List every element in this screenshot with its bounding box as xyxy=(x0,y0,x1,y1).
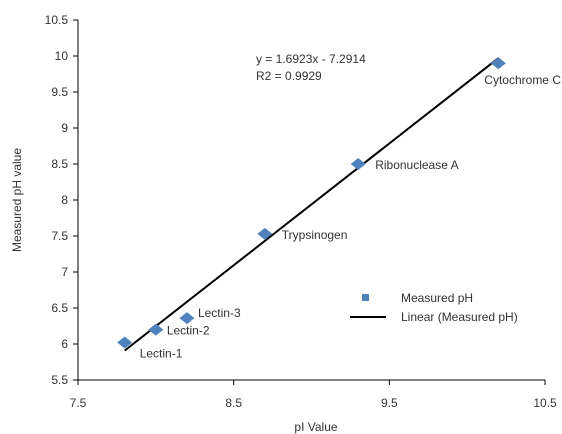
x-axis-ticks: 7.5 8.5 9.5 10.5 xyxy=(70,380,557,410)
y-tick-label-4: 7.5 xyxy=(51,229,68,243)
point-label-lectin-2: Lectin-2 xyxy=(167,324,210,338)
y-tick-label-9: 10 xyxy=(55,49,69,63)
y-tick-label-7: 9 xyxy=(61,121,68,135)
y-axis-title: Measured pH value xyxy=(10,148,24,252)
y-tick-label-5: 8 xyxy=(61,193,68,207)
equation-text: y = 1.6923x - 7.2914 xyxy=(256,52,366,66)
y-axis-ticks: 5.5 6 6.5 7 7.5 8 8.5 9 9.5 10 10.5 xyxy=(45,13,78,387)
point-label-lectin-3: Lectin-3 xyxy=(198,306,241,320)
data-point-lectin-2 xyxy=(148,323,164,336)
legend-label-measured-ph: Measured pH xyxy=(401,291,473,305)
y-tick-label-0: 5.5 xyxy=(51,373,68,387)
r2-text: R2 = 0.9929 xyxy=(256,69,322,83)
legend: Measured pH Linear (Measured pH) xyxy=(350,291,518,324)
point-labels: Lectin-1 Lectin-2 Lectin-3 Trypsinogen Ribon… xyxy=(140,73,562,360)
data-point-trypsinogen xyxy=(257,227,273,240)
y-tick-label-6: 8.5 xyxy=(51,157,68,171)
point-label-lectin-1: Lectin-1 xyxy=(140,347,183,361)
data-point-lectin-3 xyxy=(179,312,195,325)
point-label-ribonuclease-a: Ribonuclease A xyxy=(375,158,458,172)
x-tick-label-2: 9.5 xyxy=(381,396,398,410)
x-tick-label-0: 7.5 xyxy=(70,396,87,410)
y-tick-label-10: 10.5 xyxy=(45,13,69,27)
legend-label-trend: Linear (Measured pH) xyxy=(401,310,518,324)
trendline-group xyxy=(124,57,499,352)
data-point-ribonuclease-a xyxy=(350,158,366,170)
point-label-cytochrome-c: Cytochrome C xyxy=(484,73,561,87)
data-point-cytochrome-c xyxy=(490,57,506,70)
legend-marker-measured-ph xyxy=(362,294,369,301)
point-label-trypsinogen: Trypsinogen xyxy=(282,228,348,242)
x-tick-label-1: 8.5 xyxy=(225,396,242,410)
x-tick-label-3: 10.5 xyxy=(533,396,557,410)
y-tick-label-2: 6.5 xyxy=(51,301,68,315)
x-axis-title: pI Value xyxy=(294,420,337,434)
y-tick-label-8: 9.5 xyxy=(51,85,68,99)
y-tick-label-3: 7 xyxy=(61,265,68,279)
data-point-lectin-1 xyxy=(117,336,133,349)
data-points xyxy=(117,57,506,349)
trendline xyxy=(124,57,499,352)
y-tick-label-1: 6 xyxy=(61,337,68,351)
